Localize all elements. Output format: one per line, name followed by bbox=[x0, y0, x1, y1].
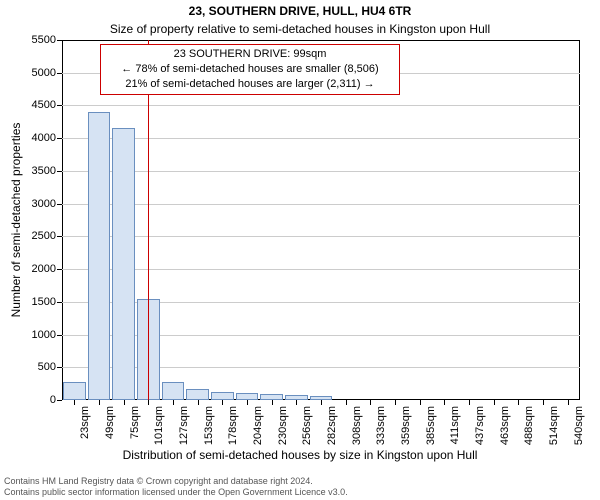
xtick-mark bbox=[395, 400, 396, 405]
xtick-mark bbox=[469, 400, 470, 405]
xtick-label: 385sqm bbox=[425, 406, 437, 445]
xtick-label: 153sqm bbox=[203, 406, 215, 445]
ytick-label: 2000 bbox=[32, 263, 56, 275]
xtick-mark bbox=[222, 400, 223, 405]
xtick-label: 256sqm bbox=[301, 406, 313, 445]
chart-title-main: 23, SOUTHERN DRIVE, HULL, HU4 6TR bbox=[0, 4, 600, 18]
xtick-label: 49sqm bbox=[104, 406, 116, 439]
chart-title-sub: Size of property relative to semi-detach… bbox=[0, 22, 600, 36]
histogram-bar bbox=[186, 389, 209, 400]
xtick-mark bbox=[198, 400, 199, 405]
ytick-mark bbox=[57, 204, 62, 205]
xtick-label: 230sqm bbox=[277, 406, 289, 445]
ytick-mark bbox=[57, 236, 62, 237]
gridline-h bbox=[62, 236, 580, 237]
gridline-h bbox=[62, 171, 580, 172]
xtick-mark bbox=[296, 400, 297, 405]
ytick-label: 1500 bbox=[32, 296, 56, 308]
xtick-mark bbox=[148, 400, 149, 405]
ytick-mark bbox=[57, 105, 62, 106]
xaxis-title: Distribution of semi-detached houses by … bbox=[0, 448, 600, 462]
xtick-mark bbox=[74, 400, 75, 405]
xtick-label: 178sqm bbox=[227, 406, 239, 445]
xtick-label: 204sqm bbox=[252, 406, 264, 445]
ytick-mark bbox=[57, 138, 62, 139]
ytick-label: 4500 bbox=[32, 99, 56, 111]
histogram-bar bbox=[88, 112, 111, 400]
ytick-label: 3000 bbox=[32, 198, 56, 210]
ytick-label: 2500 bbox=[32, 230, 56, 242]
xtick-mark bbox=[272, 400, 273, 405]
gridline-h bbox=[62, 204, 580, 205]
gridline-h bbox=[62, 105, 580, 106]
xtick-mark bbox=[568, 400, 569, 405]
chart-footer: Contains HM Land Registry data © Crown c… bbox=[4, 476, 596, 499]
ytick-label: 5000 bbox=[32, 67, 56, 79]
yaxis-title: Number of semi-detached properties bbox=[9, 123, 23, 318]
footer-line2: Contains public sector information licen… bbox=[4, 487, 596, 498]
xtick-label: 333sqm bbox=[375, 406, 387, 445]
xtick-label: 540sqm bbox=[573, 406, 585, 445]
xtick-mark bbox=[124, 400, 125, 405]
xtick-mark bbox=[420, 400, 421, 405]
xtick-mark bbox=[321, 400, 322, 405]
ytick-mark bbox=[57, 40, 62, 41]
histogram-bar bbox=[63, 382, 86, 400]
histogram-bar bbox=[162, 382, 185, 400]
xtick-label: 23sqm bbox=[79, 406, 91, 439]
xtick-mark bbox=[99, 400, 100, 405]
footer-line1: Contains HM Land Registry data © Crown c… bbox=[4, 476, 596, 487]
ytick-label: 0 bbox=[50, 394, 56, 406]
xtick-label: 411sqm bbox=[449, 406, 461, 444]
xtick-mark bbox=[494, 400, 495, 405]
ytick-mark bbox=[57, 302, 62, 303]
xtick-label: 359sqm bbox=[400, 406, 412, 445]
ytick-label: 4000 bbox=[32, 132, 56, 144]
xtick-label: 488sqm bbox=[523, 406, 535, 445]
ytick-label: 500 bbox=[38, 361, 56, 373]
ytick-label: 3500 bbox=[32, 165, 56, 177]
xtick-label: 101sqm bbox=[153, 406, 165, 445]
xtick-label: 308sqm bbox=[351, 406, 363, 445]
histogram-bar bbox=[112, 128, 135, 400]
xtick-mark bbox=[370, 400, 371, 405]
gridline-h bbox=[62, 269, 580, 270]
xtick-label: 75sqm bbox=[129, 406, 141, 439]
xtick-mark bbox=[173, 400, 174, 405]
ytick-label: 1000 bbox=[32, 329, 56, 341]
xtick-label: 282sqm bbox=[326, 406, 338, 445]
xtick-label: 437sqm bbox=[474, 406, 486, 445]
histogram-bar bbox=[236, 393, 259, 400]
property-infobox: 23 SOUTHERN DRIVE: 99sqm ← 78% of semi-d… bbox=[100, 44, 400, 95]
xtick-mark bbox=[543, 400, 544, 405]
ytick-mark bbox=[57, 171, 62, 172]
infobox-line1: 23 SOUTHERN DRIVE: 99sqm bbox=[107, 47, 393, 62]
histogram-bar bbox=[211, 392, 234, 401]
xtick-label: 463sqm bbox=[499, 406, 511, 445]
xtick-mark bbox=[518, 400, 519, 405]
chart-container: 23, SOUTHERN DRIVE, HULL, HU4 6TR Size o… bbox=[0, 0, 600, 500]
xtick-label: 514sqm bbox=[548, 406, 560, 445]
xtick-mark bbox=[444, 400, 445, 405]
xtick-mark bbox=[346, 400, 347, 405]
gridline-h bbox=[62, 138, 580, 139]
infobox-line3: 21% of semi-detached houses are larger (… bbox=[107, 77, 393, 92]
ytick-mark bbox=[57, 400, 62, 401]
ytick-mark bbox=[57, 335, 62, 336]
xtick-label: 127sqm bbox=[178, 406, 190, 445]
ytick-mark bbox=[57, 367, 62, 368]
xtick-mark bbox=[247, 400, 248, 405]
infobox-line2: ← 78% of semi-detached houses are smalle… bbox=[107, 62, 393, 77]
ytick-label: 5500 bbox=[32, 34, 56, 46]
ytick-mark bbox=[57, 73, 62, 74]
ytick-mark bbox=[57, 269, 62, 270]
